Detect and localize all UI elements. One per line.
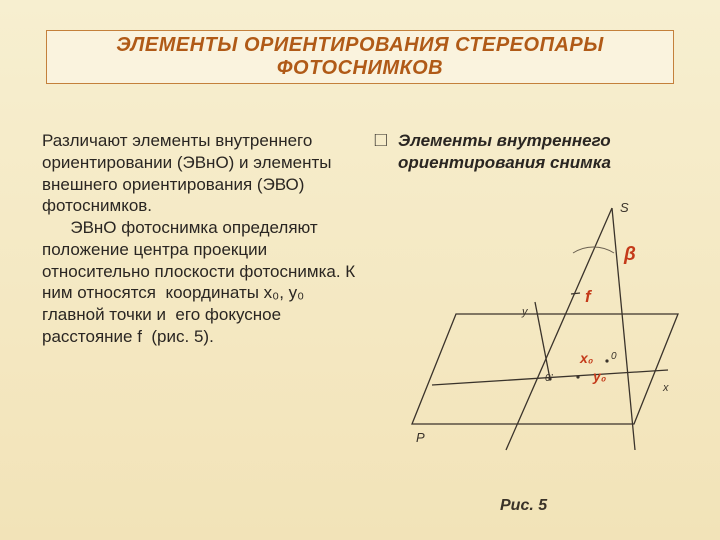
diagram-svg bbox=[388, 190, 698, 490]
page-title: ЭЛЕМЕНТЫ ОРИЕНТИРОВАНИЯ СТЕРЕОПАРЫ ФОТОС… bbox=[47, 34, 673, 80]
body-text-left: Различают элементы внутреннего ориентиро… bbox=[42, 130, 360, 348]
diagram-label: β bbox=[624, 244, 636, 266]
right-column-title: Элементы внутреннего ориентирования сним… bbox=[398, 130, 688, 174]
diagram-label: S bbox=[620, 200, 629, 215]
diagram-label: 0’ bbox=[545, 373, 553, 384]
diagram-label: x bbox=[663, 382, 669, 394]
diagram-label: P bbox=[416, 430, 425, 445]
diagram-label: y bbox=[522, 306, 528, 318]
figure-caption: Рис. 5 bbox=[500, 497, 547, 515]
diagram-label: f bbox=[585, 287, 591, 307]
title-box: ЭЛЕМЕНТЫ ОРИЕНТИРОВАНИЯ СТЕРЕОПАРЫ ФОТОС… bbox=[46, 30, 674, 84]
diagram-label: y₀ bbox=[593, 368, 606, 384]
diagram-label: 0 bbox=[611, 351, 617, 362]
diagram-label: x₀ bbox=[580, 350, 593, 366]
bullet-marker: 🞎 bbox=[374, 131, 388, 151]
diagram-figure-5: Sβ f y x₀y₀ 0 0’ x P bbox=[388, 190, 698, 490]
